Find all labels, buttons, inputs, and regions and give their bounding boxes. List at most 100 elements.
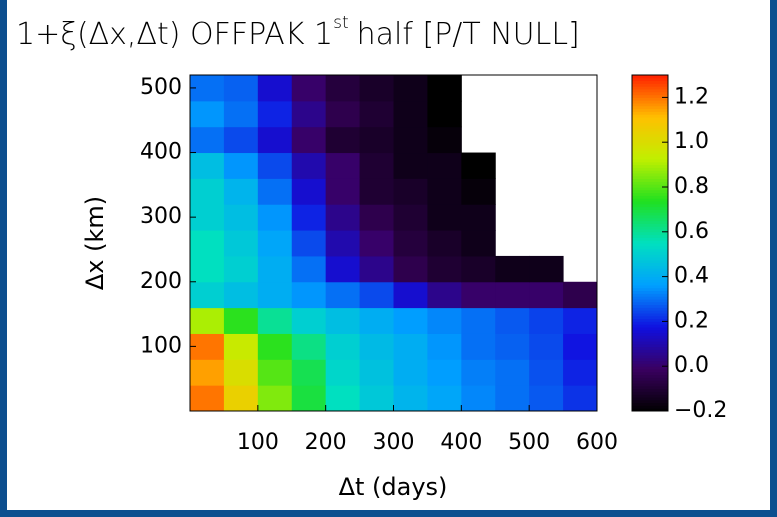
heatmap-cell bbox=[190, 230, 225, 257]
colorbar-segment bbox=[632, 287, 668, 292]
heatmap-cell bbox=[359, 178, 394, 205]
heatmap-cell bbox=[223, 359, 259, 386]
colorbar-segment bbox=[632, 145, 668, 149]
colorbar-segment bbox=[632, 117, 668, 121]
heatmap-cell bbox=[257, 126, 293, 154]
colorbar-segment bbox=[632, 181, 668, 185]
heatmap-cell bbox=[359, 100, 394, 128]
heatmap-cell bbox=[359, 307, 394, 334]
colorbar-segment bbox=[632, 201, 668, 205]
colorbar-segment bbox=[632, 285, 668, 289]
heatmap-cell bbox=[291, 230, 327, 257]
colorbar-segment bbox=[632, 226, 668, 230]
heatmap-cell bbox=[190, 152, 225, 179]
heatmap-cell bbox=[223, 281, 259, 309]
heatmap-cell bbox=[291, 75, 327, 102]
heatmap-cell bbox=[325, 333, 361, 360]
colorbar-segment bbox=[632, 273, 668, 278]
colorbar-segment bbox=[632, 175, 668, 180]
heatmap-cell bbox=[529, 385, 564, 412]
colorbar-segment bbox=[632, 394, 668, 398]
heatmap-cell bbox=[223, 100, 259, 128]
heatmap-cell bbox=[291, 255, 327, 283]
colorbar-segment bbox=[632, 265, 668, 269]
colorbar-segment bbox=[632, 105, 668, 110]
colorbar-segment bbox=[632, 318, 668, 322]
heatmap-cell bbox=[257, 359, 293, 386]
heatmap-cell bbox=[563, 307, 598, 334]
colorbar-segment bbox=[632, 343, 668, 348]
heatmap-cell bbox=[325, 385, 361, 412]
y-tick-label: 500 bbox=[140, 75, 182, 100]
heatmap-cell bbox=[427, 75, 462, 102]
heatmap-cell bbox=[257, 152, 293, 179]
colorbar-segment bbox=[632, 363, 668, 367]
heatmap-cell bbox=[563, 333, 598, 360]
colorbar-segment bbox=[632, 91, 668, 96]
colorbar-segment bbox=[632, 161, 668, 166]
colorbar-tick-label: −0.2 bbox=[674, 398, 727, 423]
heatmap-cell bbox=[257, 255, 293, 283]
colorbar-segment bbox=[632, 86, 668, 90]
heatmap-cell bbox=[359, 385, 394, 412]
heatmap-cell bbox=[223, 230, 259, 257]
colorbar-segment bbox=[632, 282, 668, 286]
colorbar-segment bbox=[632, 327, 668, 331]
heatmap-cell bbox=[393, 359, 428, 386]
colorbar-segment bbox=[632, 187, 668, 191]
heatmap-cell bbox=[325, 307, 361, 334]
heatmap-cell bbox=[359, 75, 394, 102]
y-axis-label: Δx (km) bbox=[81, 196, 109, 290]
heatmap-cell bbox=[359, 281, 394, 309]
colorbar-segment bbox=[632, 313, 668, 317]
colorbar-segment bbox=[632, 271, 668, 275]
heatmap-cell bbox=[257, 204, 293, 231]
colorbar-segment bbox=[632, 94, 668, 98]
heatmap-cell bbox=[461, 307, 496, 334]
colorbar-segment bbox=[632, 262, 668, 266]
colorbar-segment bbox=[632, 374, 668, 378]
title-main: 1+ξ(Δx,Δt) OFFPAK 1 bbox=[16, 17, 333, 52]
colorbar-tick-label: 1.2 bbox=[674, 84, 709, 109]
colorbar-segment bbox=[632, 192, 668, 196]
colorbar-segment bbox=[632, 360, 668, 364]
heatmap-cell bbox=[223, 307, 259, 334]
colorbar-segment bbox=[632, 231, 668, 236]
heatmap-cell bbox=[529, 359, 564, 386]
heatmap-cell bbox=[393, 152, 428, 179]
title-rest: half [P/T NULL] bbox=[357, 17, 580, 52]
colorbar-segment bbox=[632, 346, 668, 350]
heatmap-cell bbox=[291, 359, 327, 386]
colorbar-segment bbox=[632, 223, 668, 227]
colorbar-segment bbox=[632, 391, 668, 395]
heatmap-cell bbox=[495, 385, 530, 412]
colorbar-segment bbox=[632, 100, 668, 104]
colorbar-segment bbox=[632, 385, 668, 390]
heatmap-cell bbox=[257, 178, 293, 205]
heatmap-cell bbox=[223, 255, 259, 283]
colorbar-segment bbox=[632, 114, 668, 118]
y-tick-label: 400 bbox=[140, 140, 182, 165]
colorbar-segment bbox=[632, 142, 668, 146]
colorbar-segment bbox=[632, 377, 668, 381]
colorbar-segment bbox=[632, 341, 668, 345]
heatmap-cell bbox=[461, 230, 496, 257]
colorbar-segment bbox=[632, 383, 668, 387]
colorbar-segment bbox=[632, 153, 668, 157]
colorbar-segment bbox=[632, 229, 668, 233]
colorbar-segment bbox=[632, 234, 668, 238]
colorbar-segment bbox=[632, 136, 668, 140]
colorbar-segment bbox=[632, 111, 668, 115]
colorbar-segment bbox=[632, 89, 668, 93]
x-tick-label: 400 bbox=[440, 430, 482, 455]
heatmap-cell bbox=[529, 255, 564, 283]
colorbar-segment bbox=[632, 170, 668, 174]
heatmap-cell bbox=[325, 100, 361, 128]
colorbar-segment bbox=[632, 405, 668, 409]
colorbar-segment bbox=[632, 259, 668, 264]
heatmap-cell bbox=[461, 281, 496, 309]
y-tick-label: 200 bbox=[140, 269, 182, 294]
heatmap-cell bbox=[359, 230, 394, 257]
x-tick-label: 100 bbox=[237, 430, 279, 455]
heatmap-cell bbox=[359, 255, 394, 283]
